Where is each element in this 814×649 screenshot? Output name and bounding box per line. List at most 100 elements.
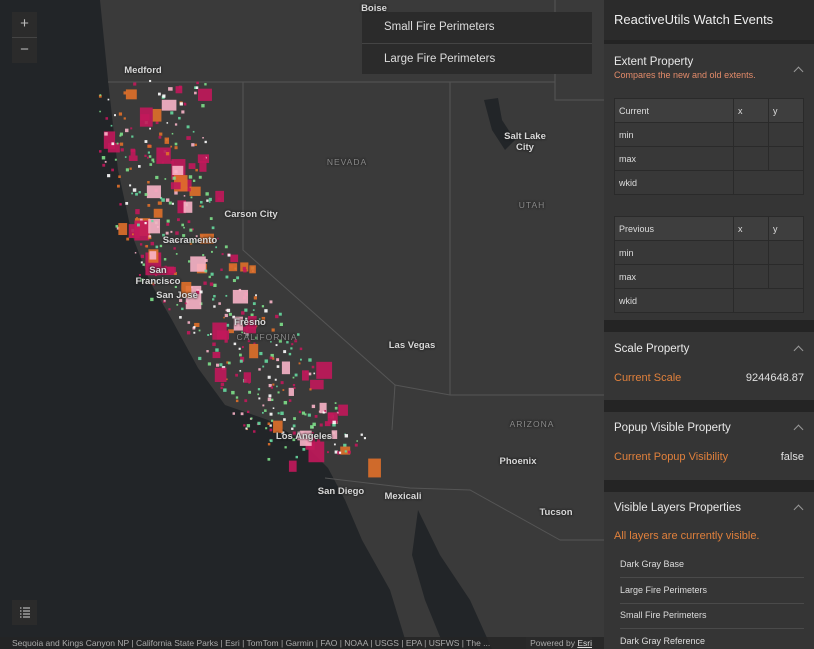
place-label: Phoenix <box>499 456 537 467</box>
fire <box>334 450 338 454</box>
row-label: wkid <box>614 288 734 313</box>
fire <box>176 218 180 222</box>
fire <box>276 385 278 388</box>
fire <box>153 283 155 286</box>
fire <box>216 363 220 367</box>
fire <box>228 312 232 316</box>
layer-item: Large Fire Perimeters <box>620 578 804 604</box>
fire <box>224 245 228 249</box>
fire <box>207 334 210 336</box>
fire <box>165 152 170 156</box>
menu-item[interactable]: Large Fire Perimeters <box>362 43 592 74</box>
layer-list-button[interactable] <box>12 600 37 625</box>
fire <box>99 110 101 113</box>
fire <box>243 372 251 383</box>
fire <box>318 410 321 413</box>
row: min <box>614 240 804 265</box>
fire <box>299 358 302 361</box>
fire <box>191 240 195 244</box>
zoom-in[interactable]: + <box>12 12 37 37</box>
fire <box>257 421 261 425</box>
fire <box>131 192 133 195</box>
fire <box>183 195 186 197</box>
fire <box>212 351 221 359</box>
fire <box>235 373 239 377</box>
fire <box>157 92 161 96</box>
fire <box>147 156 149 159</box>
fire <box>178 116 181 120</box>
fire <box>292 376 295 379</box>
menu-item[interactable]: Small Fire Perimeters <box>384 21 495 33</box>
fire <box>253 296 258 300</box>
fire <box>298 410 302 414</box>
fire <box>133 82 137 86</box>
fire <box>162 233 165 237</box>
popup-value: false <box>780 451 804 463</box>
fire <box>253 342 256 345</box>
fire <box>178 85 182 89</box>
collapse-icon[interactable] <box>793 66 804 77</box>
fire <box>243 424 246 427</box>
fire <box>189 186 201 196</box>
fire <box>269 424 272 427</box>
layer-menu: Small Fire Perimeters Large Fire Perimet… <box>362 12 592 74</box>
fire <box>248 390 252 394</box>
fire <box>169 281 172 284</box>
fire <box>140 278 144 282</box>
fire <box>181 281 192 298</box>
fire <box>267 443 271 446</box>
fire <box>337 451 341 455</box>
collapse-icon[interactable] <box>793 504 804 515</box>
fire <box>288 460 297 472</box>
fire <box>204 140 207 144</box>
fire <box>123 91 127 95</box>
fire <box>174 285 177 289</box>
row-label: min <box>614 122 734 147</box>
fire <box>104 132 108 136</box>
fire <box>198 329 201 332</box>
fire <box>118 112 123 116</box>
fire <box>155 121 159 125</box>
map-view[interactable]: + − Small Fire Perimeters Large Fire Per… <box>0 0 604 649</box>
fire <box>110 124 113 127</box>
collapse-icon[interactable] <box>793 424 804 435</box>
fire <box>261 411 264 414</box>
fire <box>198 175 202 179</box>
collapse-icon[interactable] <box>793 345 804 356</box>
fire <box>151 282 154 285</box>
fire <box>187 321 191 324</box>
lake <box>484 98 515 150</box>
fire <box>203 281 207 285</box>
fire <box>290 347 293 350</box>
fire <box>176 303 179 306</box>
fire <box>129 167 132 170</box>
fire <box>199 233 214 244</box>
fire <box>292 431 296 435</box>
esri-link[interactable]: Esri <box>577 638 592 648</box>
fire <box>166 219 170 223</box>
fire <box>272 407 275 410</box>
zoom-out[interactable]: − <box>12 37 37 63</box>
cell <box>733 122 769 147</box>
fire <box>196 81 199 85</box>
fire <box>295 455 298 459</box>
fire <box>293 387 296 389</box>
fire <box>174 123 178 126</box>
fire <box>269 300 273 304</box>
fire <box>234 322 237 325</box>
fire <box>165 231 169 235</box>
fire <box>128 224 140 239</box>
fire <box>312 422 316 427</box>
fire <box>332 420 336 425</box>
place-label: NEVADA <box>326 157 368 167</box>
fire <box>294 373 298 377</box>
place-label: Sacramento <box>162 235 218 246</box>
fire <box>206 350 209 353</box>
fire <box>218 302 221 305</box>
fire <box>175 86 183 94</box>
fire <box>225 294 228 297</box>
fire <box>344 434 349 438</box>
fire-perimeters <box>98 79 381 478</box>
fire <box>258 397 261 400</box>
